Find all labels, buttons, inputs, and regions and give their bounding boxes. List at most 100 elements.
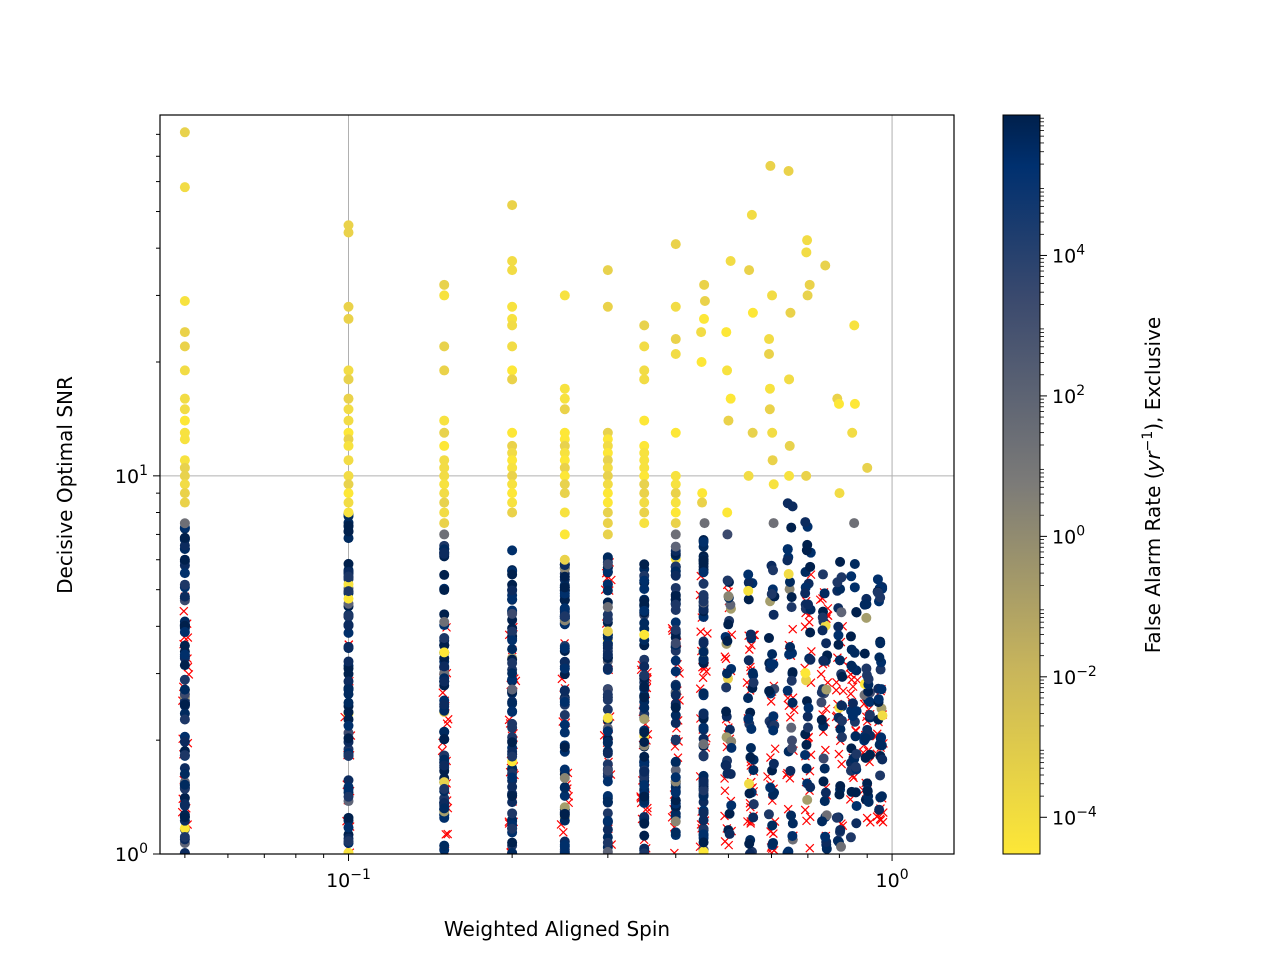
found-marker xyxy=(639,575,650,586)
found-marker xyxy=(767,820,778,831)
found-marker xyxy=(746,724,757,735)
found-marker xyxy=(439,462,450,473)
found-marker xyxy=(801,470,812,481)
found-marker xyxy=(559,571,570,582)
found-marker xyxy=(845,832,856,843)
found-marker xyxy=(768,758,779,769)
missed-marker xyxy=(702,628,712,638)
found-marker xyxy=(802,711,813,722)
missed-marker xyxy=(698,673,708,683)
found-marker xyxy=(179,365,190,376)
found-marker xyxy=(439,569,450,580)
found-marker xyxy=(179,127,190,138)
found-marker xyxy=(559,488,570,499)
found-marker xyxy=(820,787,831,798)
found-marker xyxy=(639,751,650,762)
found-marker xyxy=(507,440,518,451)
found-marker xyxy=(726,742,737,753)
found-marker xyxy=(639,703,650,714)
found-marker xyxy=(602,529,613,540)
found-marker xyxy=(559,440,570,451)
missed-marker xyxy=(744,645,754,654)
found-marker xyxy=(343,558,354,569)
found-marker xyxy=(861,599,872,610)
found-marker xyxy=(343,684,354,695)
found-marker xyxy=(343,620,354,631)
found-marker xyxy=(179,415,190,426)
found-marker xyxy=(722,365,733,376)
missed-marker xyxy=(720,652,730,662)
found-marker xyxy=(745,743,756,754)
found-marker xyxy=(821,684,832,695)
found-marker xyxy=(639,488,650,499)
found-marker xyxy=(698,829,709,840)
found-marker xyxy=(837,715,848,726)
found-marker xyxy=(800,667,811,678)
found-marker xyxy=(859,648,870,659)
found-marker xyxy=(507,847,518,854)
found-marker xyxy=(639,583,650,594)
found-marker xyxy=(743,569,754,580)
found-marker xyxy=(179,434,190,445)
found-marker xyxy=(343,782,354,793)
colorbar-tick-label: 102 xyxy=(1052,383,1085,408)
found-marker xyxy=(439,609,450,620)
found-marker xyxy=(439,647,450,658)
found-marker xyxy=(698,837,709,848)
found-marker xyxy=(343,750,354,761)
found-marker xyxy=(698,808,709,819)
found-marker xyxy=(343,720,354,731)
found-marker xyxy=(179,800,190,811)
y-tick-label: 100 xyxy=(115,841,148,866)
missed-marker xyxy=(443,829,453,839)
found-marker xyxy=(602,447,613,458)
found-marker xyxy=(670,666,681,677)
found-marker xyxy=(670,488,681,499)
found-marker xyxy=(179,750,190,761)
found-marker xyxy=(602,640,613,651)
found-marker xyxy=(833,630,844,641)
found-marker xyxy=(507,462,518,473)
found-marker xyxy=(767,455,778,466)
found-marker xyxy=(805,654,816,665)
found-marker xyxy=(559,447,570,458)
found-marker xyxy=(763,633,774,644)
found-marker xyxy=(639,818,650,829)
y-axis-ticks: 100 101 xyxy=(115,133,160,866)
found-marker xyxy=(179,568,190,579)
found-marker xyxy=(801,763,812,774)
x-tick-label: 100 xyxy=(876,867,909,892)
missed-marker xyxy=(820,745,830,755)
found-marker xyxy=(765,160,776,171)
found-marker xyxy=(699,518,710,529)
found-marker xyxy=(670,655,681,666)
missed-marker xyxy=(862,813,872,823)
found-marker xyxy=(439,726,450,737)
found-marker xyxy=(670,570,681,581)
found-marker xyxy=(507,320,518,331)
found-marker xyxy=(819,763,830,774)
found-marker xyxy=(833,621,844,632)
found-marker xyxy=(602,748,613,759)
found-marker xyxy=(639,681,650,692)
found-marker xyxy=(179,497,190,508)
found-marker xyxy=(747,427,758,438)
found-marker xyxy=(559,479,570,490)
found-marker xyxy=(179,627,190,638)
found-marker xyxy=(836,700,847,711)
found-marker xyxy=(724,724,735,735)
missed-marker xyxy=(441,829,451,839)
found-marker xyxy=(670,507,681,518)
found-marker xyxy=(343,812,354,823)
found-marker xyxy=(670,710,681,721)
found-marker xyxy=(602,614,613,625)
found-marker xyxy=(507,341,518,352)
found-marker xyxy=(787,818,798,829)
found-marker xyxy=(439,427,450,438)
found-marker xyxy=(743,594,754,605)
found-marker xyxy=(639,559,650,570)
found-marker xyxy=(639,714,650,725)
found-marker xyxy=(602,488,613,499)
found-marker xyxy=(698,567,709,578)
